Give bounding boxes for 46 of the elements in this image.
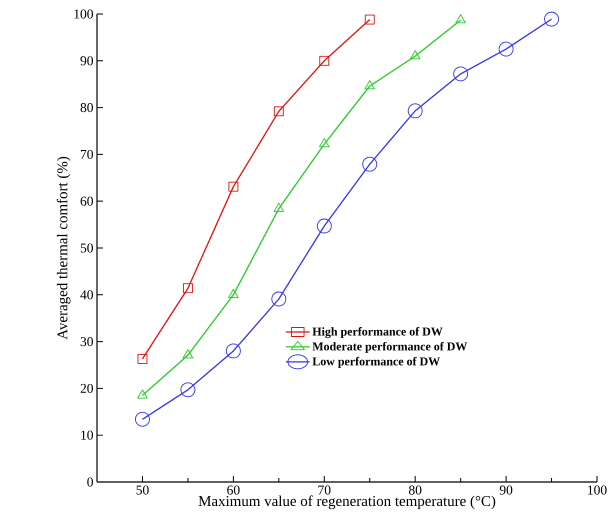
point (364, 80, 375, 90)
legend-label: Low performance of DW (312, 356, 440, 368)
x-axis-title: Maximum value of regeneration temperature (°C) (198, 495, 496, 510)
x-tick-label: 70 (318, 485, 330, 495)
y-tick-label: 90 (80, 56, 93, 66)
point (410, 50, 420, 60)
point (228, 288, 239, 298)
point (180, 382, 196, 398)
point (455, 14, 466, 24)
y-tick-label: 70 (80, 150, 93, 159)
point (274, 202, 284, 212)
point (319, 138, 330, 148)
y-tick-label: 80 (80, 103, 93, 112)
y-tick-label: 10 (81, 430, 93, 440)
y-tick-label: 40 (80, 290, 93, 300)
x-tick-label: 90 (500, 485, 512, 495)
point (226, 343, 241, 358)
y-axis-title: Averaged thermal comfort (%) (56, 156, 70, 340)
point (271, 292, 286, 306)
x-tick-label: 80 (408, 485, 422, 495)
y-tick-label: 50 (80, 243, 93, 253)
x-tick-label: 100 (588, 485, 607, 495)
x-tick-label: 50 (136, 485, 149, 495)
legend-label: High performance of DW (312, 327, 443, 338)
point (408, 103, 423, 118)
point (453, 66, 468, 82)
y-tick-label: 20 (80, 384, 93, 393)
point (135, 412, 150, 427)
point (138, 354, 148, 364)
point (182, 283, 193, 294)
point (274, 106, 284, 116)
x-tick-label: 60 (227, 485, 240, 495)
point (137, 389, 148, 399)
point (544, 12, 559, 27)
point (316, 218, 332, 234)
y-tick-label: 0 (87, 477, 93, 487)
point (182, 349, 194, 358)
y-tick-label: 100 (74, 9, 93, 19)
point (362, 156, 378, 172)
point (364, 14, 375, 25)
legend-label: Moderate performance of DW (312, 342, 468, 353)
point (319, 56, 330, 66)
point (228, 182, 238, 192)
point (498, 42, 514, 57)
y-tick-label: 30 (80, 337, 93, 346)
y-tick-label: 60 (80, 196, 93, 206)
